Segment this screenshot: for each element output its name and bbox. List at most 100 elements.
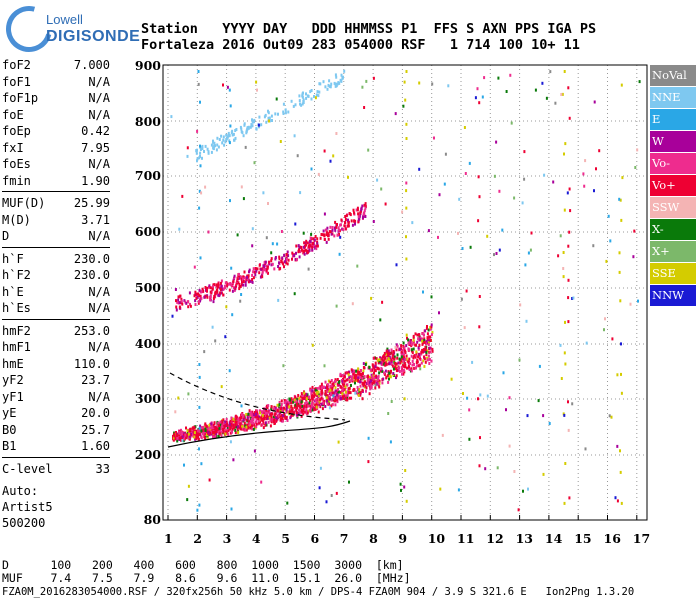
x-tick-label: 4 xyxy=(251,531,261,546)
param-row: fxI 7.95 xyxy=(2,140,110,157)
param-label: h`F xyxy=(2,251,24,266)
param-row: foEp 0.42 xyxy=(2,123,110,140)
y-tick-label: 400 xyxy=(134,336,161,351)
param-label: h`F2 xyxy=(2,268,31,282)
param-value: 253.0 xyxy=(73,323,110,338)
digisonde-logo: Lowell DIGISONDE xyxy=(0,0,140,61)
param-separator xyxy=(2,456,110,458)
auto-program: Artist5 xyxy=(2,500,53,514)
param-label: foEp xyxy=(2,124,31,138)
param-row: yF2 23.7 xyxy=(2,372,110,389)
logo-digisonde-text: DIGISONDE xyxy=(46,28,141,45)
param-value: N/A xyxy=(88,91,110,105)
x-tick-label: 7 xyxy=(339,531,349,546)
x-tick-label: 13 xyxy=(515,531,533,546)
param-value: 230.0 xyxy=(73,268,110,282)
param-label: foF1 xyxy=(2,74,31,89)
param-row: hmF1 N/A xyxy=(2,339,110,356)
param-row: yF1 N/A xyxy=(2,389,110,406)
param-value: N/A xyxy=(88,107,110,122)
param-label: hmE xyxy=(2,356,24,371)
legend-item: W xyxy=(650,131,696,153)
param-label: MUF(D) xyxy=(2,196,46,210)
param-label: h`E xyxy=(2,284,24,299)
param-value: N/A xyxy=(88,389,110,404)
param-separator xyxy=(2,318,110,320)
x-tick-label: 8 xyxy=(369,531,378,546)
legend-item: NNE xyxy=(650,87,696,109)
param-row: hmE 110.0 xyxy=(2,356,110,373)
param-label: h`Es xyxy=(2,301,31,315)
x-tick-label: 12 xyxy=(486,531,504,546)
y-tick-label: 200 xyxy=(134,447,161,462)
param-row: D N/A xyxy=(2,228,110,245)
param-value: 0.42 xyxy=(81,124,110,138)
autoscaling-info: Auto: Artist5 500200 xyxy=(2,483,53,531)
param-label: D xyxy=(2,229,10,243)
param-value: N/A xyxy=(88,340,110,354)
x-tick-label: 17 xyxy=(632,531,651,546)
param-value: 7.95 xyxy=(81,140,110,155)
y-tick-label: 80 xyxy=(143,512,161,527)
param-label: fmin xyxy=(2,173,31,188)
param-row: h`Es N/A xyxy=(2,300,110,317)
param-row: foEs N/A xyxy=(2,156,110,173)
param-value: N/A xyxy=(88,301,110,315)
virtual-height-profile-curve xyxy=(169,372,346,421)
param-label: yF2 xyxy=(2,373,24,387)
header-row-values: Fortaleza 2016 Out09 283 054000 RSF 1 71… xyxy=(141,37,580,53)
param-value: 230.0 xyxy=(73,251,110,266)
param-row: C-level 33 xyxy=(2,461,110,478)
x-tick-label: 10 xyxy=(427,531,446,546)
y-tick-label: 800 xyxy=(134,114,161,129)
param-value: 1.90 xyxy=(81,173,110,188)
y-tick-label: 500 xyxy=(134,280,161,295)
param-label: B0 xyxy=(2,422,17,437)
param-value: 25.99 xyxy=(73,196,110,210)
param-value: N/A xyxy=(88,229,110,243)
scaled-parameters-panel: foF2 7.000 foF1 N/A foF1p N/A foE N/A foEp 0.42 fx… xyxy=(2,57,110,477)
param-value: N/A xyxy=(88,284,110,299)
param-row: B1 1.60 xyxy=(2,438,110,455)
legend-item: Vo- xyxy=(650,153,696,175)
param-row: h`F 230.0 xyxy=(2,251,110,268)
legend-item: SSE xyxy=(650,263,696,285)
param-row: MUF(D) 25.99 xyxy=(2,195,110,212)
y-tick-label: 300 xyxy=(134,391,161,406)
param-value: 3.71 xyxy=(81,212,110,227)
param-row: h`F2 230.0 xyxy=(2,267,110,284)
param-value: N/A xyxy=(88,157,110,171)
param-value: 20.0 xyxy=(81,406,110,420)
x-tick-label: 3 xyxy=(222,531,232,546)
x-tick-label: 16 xyxy=(603,531,621,546)
param-value: 7.000 xyxy=(73,58,110,72)
header-row-labels: Station YYYY DAY DDD HHMMSS P1 FFS S AXN… xyxy=(141,21,597,37)
x-tick-label: 14 xyxy=(544,531,563,546)
param-separator xyxy=(2,246,110,248)
x-tick-label: 1 xyxy=(164,531,173,546)
y-tick-label: 600 xyxy=(134,224,161,239)
param-row: h`E N/A xyxy=(2,284,110,301)
param-label: hmF1 xyxy=(2,340,31,354)
y-tick-label: 900 xyxy=(134,58,161,73)
param-label: hmF2 xyxy=(2,323,31,338)
polarization-legend: NoVal NNE E W Vo- Vo+ SSW X- X+ SSE NNW xyxy=(650,65,696,307)
legend-item: X- xyxy=(650,219,696,241)
auto-label: Auto: xyxy=(2,484,39,498)
param-label: foE xyxy=(2,107,24,122)
legend-item: Vo+ xyxy=(650,175,696,197)
x-tick-label: 15 xyxy=(574,531,592,546)
legend-item: X+ xyxy=(650,241,696,263)
plot-grid xyxy=(163,64,647,520)
x-tick-label: 5 xyxy=(281,531,290,546)
distance-row: D 100 200 400 600 800 1000 1500 3000 [km… xyxy=(2,558,404,572)
legend-item: NNW xyxy=(650,285,696,307)
param-label: foF2 xyxy=(2,58,31,72)
param-label: M(D) xyxy=(2,212,31,227)
param-value: 110.0 xyxy=(73,356,110,371)
param-label: foF1p xyxy=(2,91,39,105)
param-row: fmin 1.90 xyxy=(2,173,110,190)
x-tick-label: 11 xyxy=(457,531,475,546)
legend-item: NoVal xyxy=(650,65,696,87)
